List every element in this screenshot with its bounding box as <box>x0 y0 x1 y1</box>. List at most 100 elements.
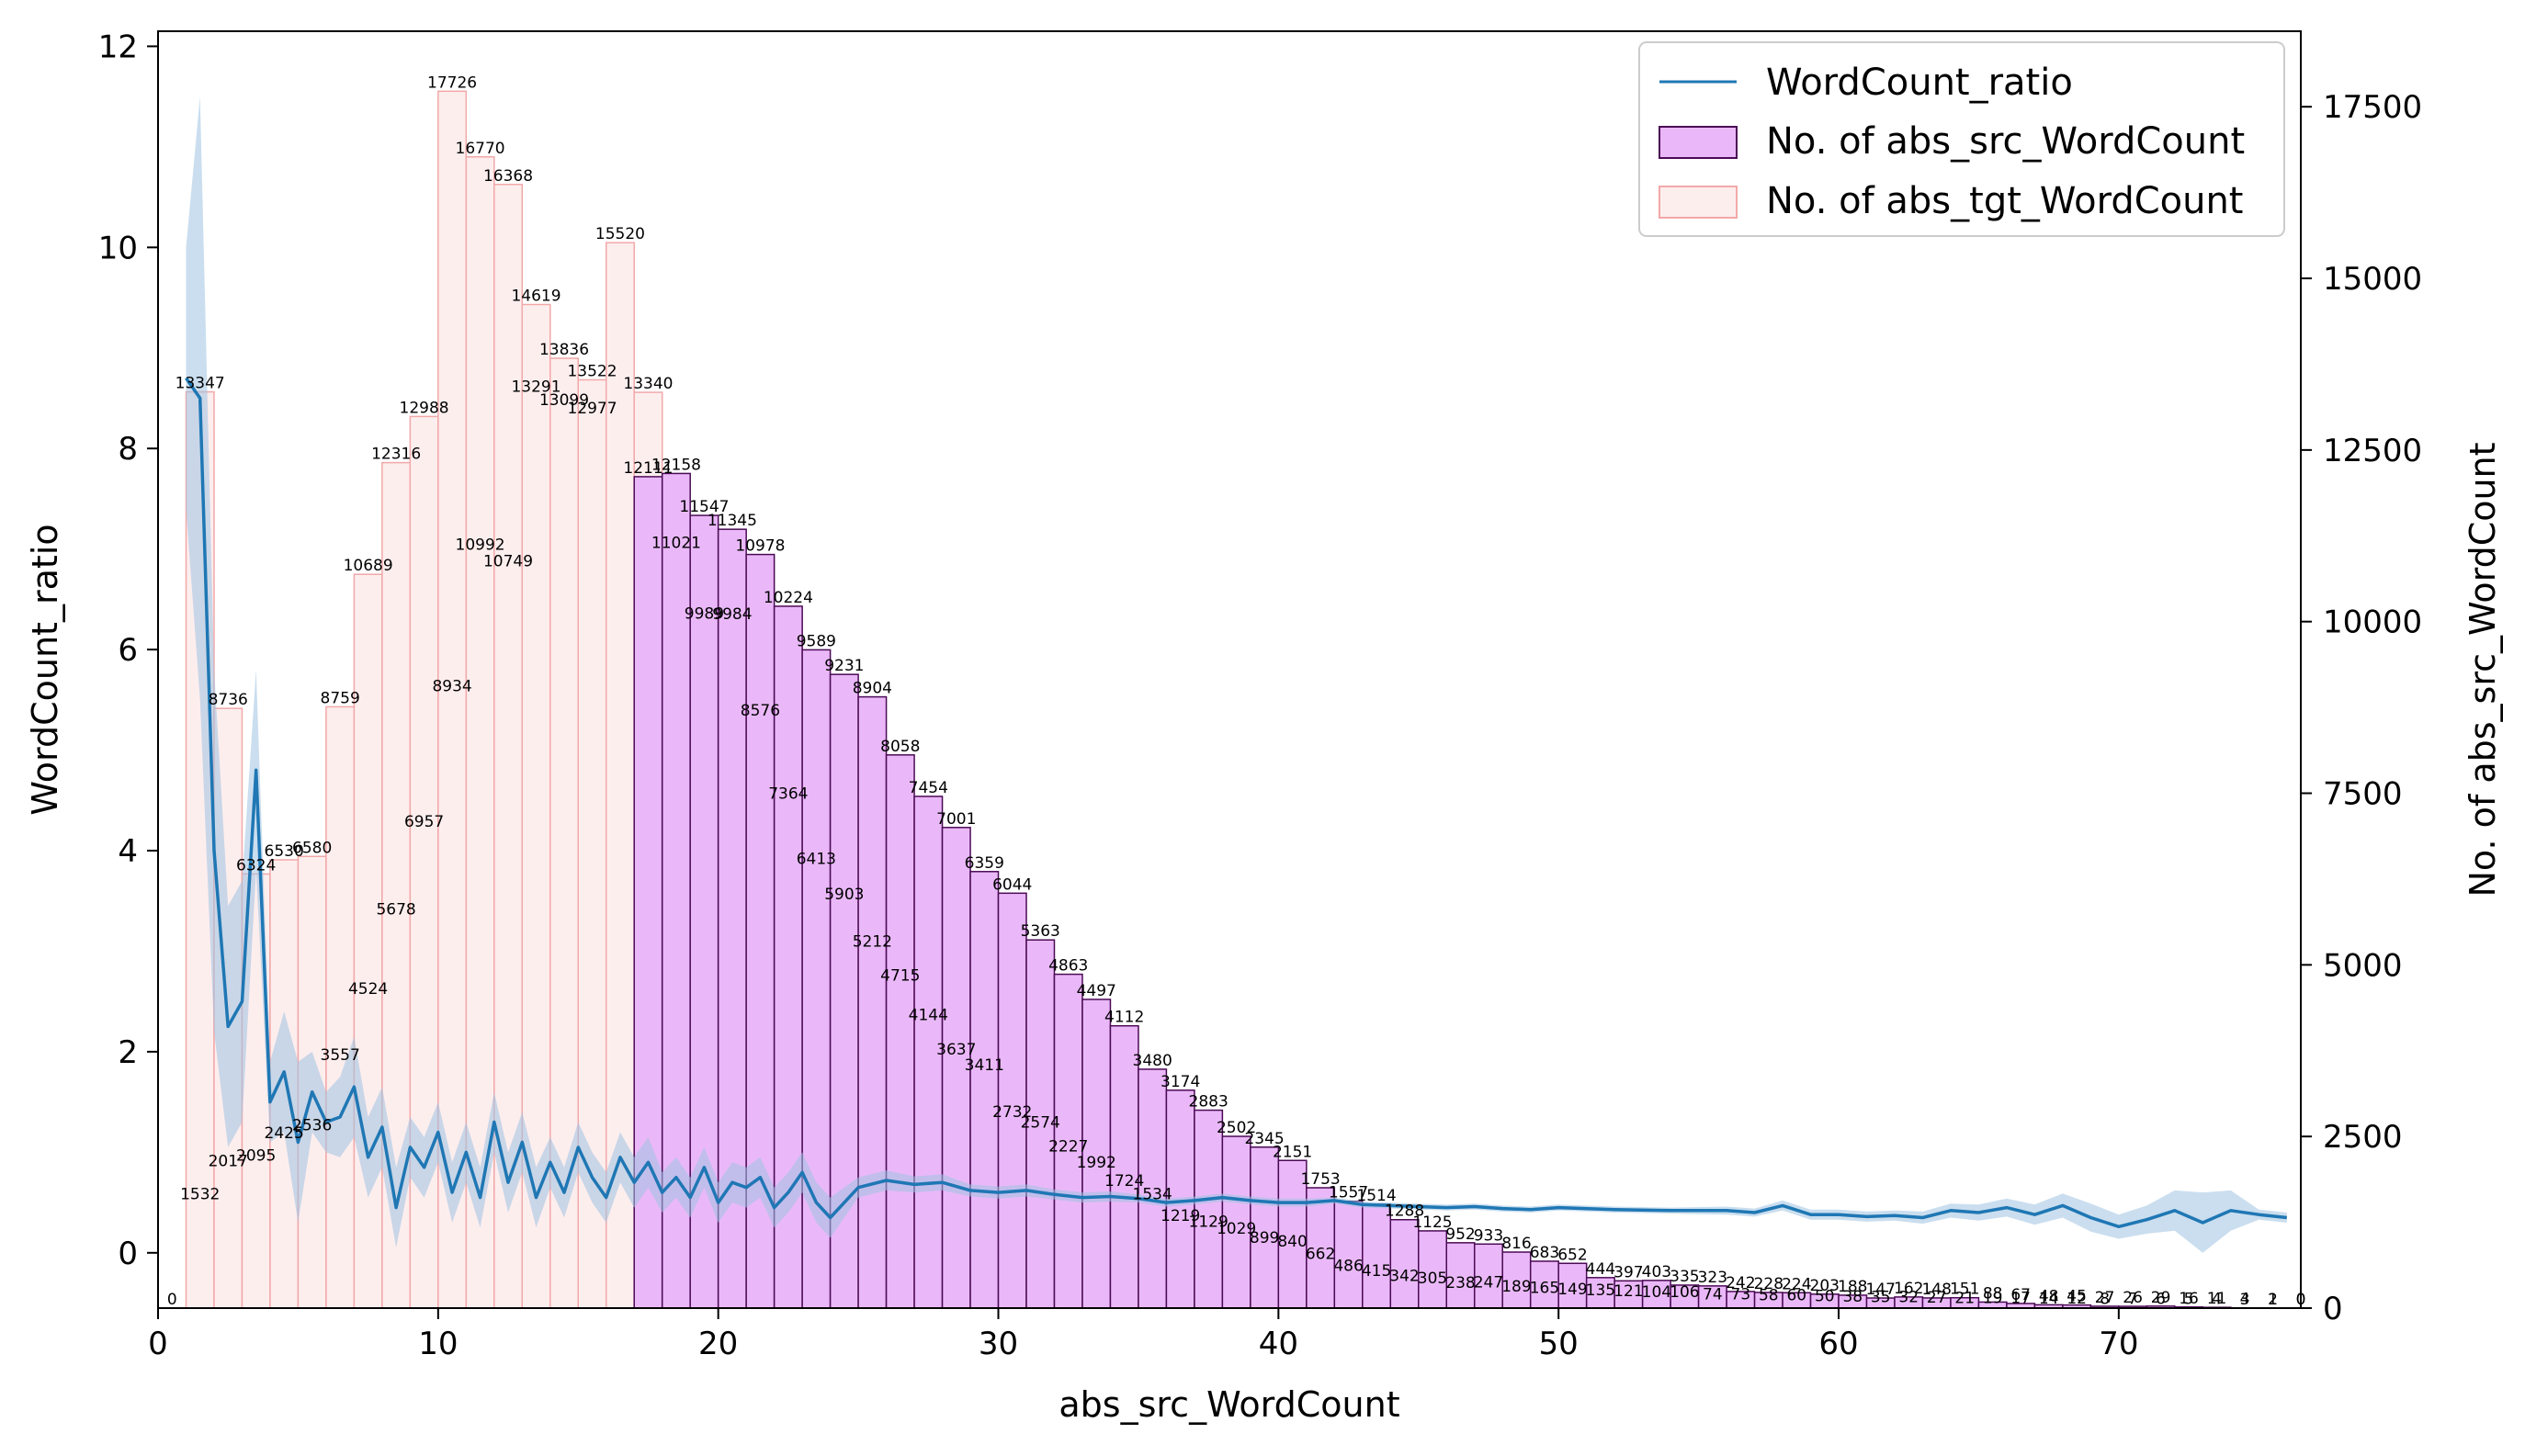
src-bar-25 <box>858 697 886 1308</box>
src-label-51: 444 <box>1586 1260 1615 1279</box>
tgt-label-14: 13836 <box>539 341 589 359</box>
y-tick-label-4: 4 <box>118 833 138 870</box>
src-label-67: 48 <box>2039 1287 2059 1305</box>
src-label-53: 403 <box>1642 1263 1671 1281</box>
src-label-75: 2 <box>2268 1291 2278 1309</box>
src-bar-29 <box>970 872 998 1308</box>
src-label-23: 9589 <box>797 632 836 650</box>
legend-label-tgt: No. of abs_tgt_WordCount <box>1766 180 2244 222</box>
y-tick-label-6: 6 <box>118 632 138 669</box>
src-lower-label-12: 10749 <box>483 553 533 571</box>
src-label-28: 7001 <box>936 810 976 829</box>
tgt-label-42: 486 <box>1333 1258 1363 1276</box>
src-bar-30 <box>999 893 1026 1308</box>
src-label-22: 10224 <box>764 589 813 607</box>
src-label-21: 10978 <box>735 537 785 556</box>
src-label-69: 27 <box>2095 1289 2115 1307</box>
tgt-label-44: 342 <box>1389 1267 1419 1285</box>
tgt-label-39: 899 <box>1250 1229 1279 1247</box>
y2-tick-label-0: 0 <box>2323 1291 2343 1327</box>
tgt-label-9: 12988 <box>400 399 449 417</box>
tgt-label-46: 238 <box>1445 1274 1475 1292</box>
tgt-label-31: 2574 <box>1021 1114 1060 1133</box>
y-tick-label-10: 10 <box>98 230 138 266</box>
y2-tick-label-15000: 15000 <box>2323 261 2422 298</box>
legend-label-src: No. of abs_src_WordCount <box>1766 120 2245 163</box>
tgt-label-49: 165 <box>1530 1280 1559 1298</box>
src-label-52: 397 <box>1614 1263 1643 1281</box>
src-label-74: 4 <box>2240 1291 2250 1309</box>
src-label-60: 188 <box>1838 1278 1867 1296</box>
src-label-20: 11345 <box>708 512 757 530</box>
tgt-label-50: 149 <box>1557 1281 1587 1299</box>
y2-tick-label-2500: 2500 <box>2323 1119 2403 1156</box>
src-label-27: 7454 <box>909 779 948 797</box>
x-tick-label-0: 0 <box>148 1326 168 1362</box>
y-axis-title: WordCount_ratio <box>25 524 65 815</box>
y2-tick-label-17500: 17500 <box>2323 89 2422 126</box>
src-label-31: 5363 <box>1021 922 1060 941</box>
y-tick-label-12: 12 <box>98 28 138 65</box>
src-label-30: 6044 <box>992 875 1032 894</box>
x-tick-label-40: 40 <box>1259 1326 1298 1362</box>
src-label-40: 2151 <box>1273 1143 1312 1161</box>
tgt-label-13: 14619 <box>511 288 560 306</box>
tgt-label-12: 16368 <box>483 167 533 186</box>
src-label-73: 11 <box>2207 1290 2227 1308</box>
src-lower-label-3: 2095 <box>236 1146 276 1165</box>
y2-tick-label-10000: 10000 <box>2323 604 2422 641</box>
tgt-label-40: 840 <box>1277 1233 1307 1251</box>
src-label-64: 151 <box>1950 1281 1979 1299</box>
src-lower-label-11: 10992 <box>456 536 505 555</box>
tgt-label-17: 13340 <box>623 375 673 393</box>
tgt-label-27: 4144 <box>909 1006 948 1024</box>
src-label-36: 3174 <box>1161 1073 1200 1091</box>
src-label-32: 4863 <box>1048 957 1088 976</box>
x-tick-label-70: 70 <box>2099 1326 2138 1362</box>
y-tick-label-0: 0 <box>118 1236 138 1272</box>
src-label-48: 816 <box>1501 1235 1531 1253</box>
tgt-label-10: 17726 <box>427 73 477 92</box>
src-lower-label-9: 6957 <box>404 813 444 831</box>
src-label-72: 16 <box>2179 1290 2199 1308</box>
tgt-label-47: 247 <box>1474 1274 1503 1292</box>
src-label-56: 242 <box>1726 1274 1755 1292</box>
tgt-label-43: 415 <box>1362 1262 1391 1281</box>
src-lower-label-8: 5678 <box>376 901 415 920</box>
src-label-49: 683 <box>1530 1244 1559 1262</box>
src-label-63: 148 <box>1921 1281 1951 1299</box>
tgt-label-8: 12316 <box>371 446 421 464</box>
x-tick-label-20: 20 <box>698 1326 738 1362</box>
src-label-66: 67 <box>2010 1286 2031 1304</box>
tgt-label-20: 9984 <box>712 605 752 624</box>
src-label-47: 933 <box>1474 1226 1503 1245</box>
tgt-label-48: 189 <box>1501 1278 1531 1296</box>
src-label-70: 26 <box>2123 1289 2143 1307</box>
y2-tick-label-7500: 7500 <box>2323 776 2403 813</box>
src-bar-44 <box>1390 1220 1418 1308</box>
tgt-label-22: 7364 <box>768 785 808 804</box>
tgt-label-7: 10689 <box>344 557 393 575</box>
src-lower-label-6: 3557 <box>321 1046 360 1065</box>
tgt-label-45: 305 <box>1418 1270 1447 1288</box>
tgt-label-35: 1534 <box>1133 1185 1172 1203</box>
src-label-59: 203 <box>1810 1277 1840 1295</box>
x-tick-label-60: 60 <box>1818 1326 1858 1362</box>
src-lower-label-0: 0 <box>167 1291 177 1309</box>
tgt-label-1: 13347 <box>176 375 225 393</box>
y-tick-label-2: 2 <box>118 1034 138 1071</box>
legend-swatch-tgt <box>1659 186 1737 218</box>
tgt-label-55: 74 <box>1703 1285 1723 1304</box>
src-label-54: 335 <box>1670 1268 1699 1286</box>
tgt-label-51: 135 <box>1586 1281 1615 1300</box>
src-label-24: 9231 <box>824 657 864 675</box>
src-lower-label-1: 1532 <box>180 1186 220 1204</box>
tgt-label-15: 13522 <box>567 362 617 380</box>
tgt-label-21: 8576 <box>741 702 780 720</box>
tgt-bar-6 <box>326 706 354 1308</box>
src-label-34: 4112 <box>1104 1009 1144 1027</box>
src-label-61: 147 <box>1866 1281 1896 1299</box>
src-label-50: 652 <box>1557 1246 1587 1264</box>
src-lower-label-5: 2536 <box>292 1116 332 1134</box>
